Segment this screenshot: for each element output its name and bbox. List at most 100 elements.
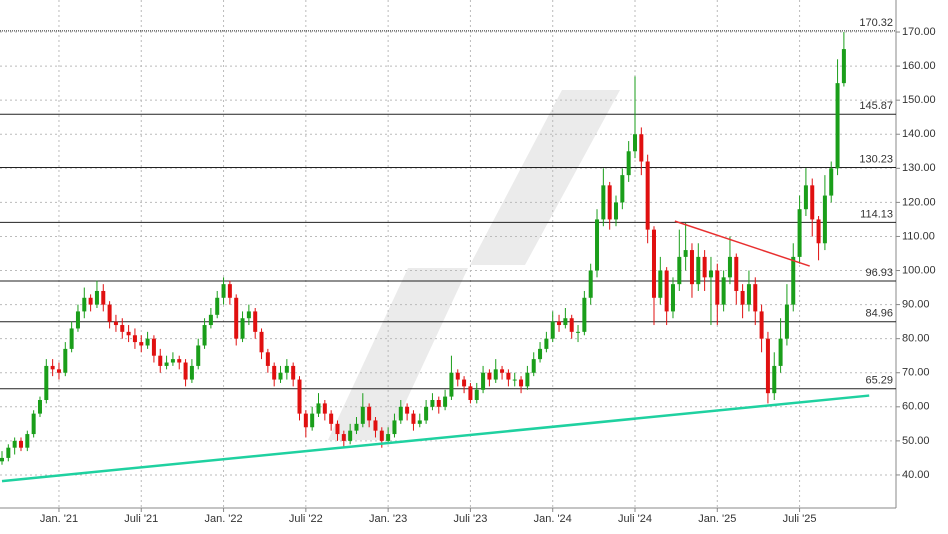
candle-body: [183, 362, 188, 380]
candle-body: [670, 284, 675, 312]
candle-body: [639, 134, 644, 162]
x-tick-label: Juli '24: [618, 513, 652, 525]
y-tick-label: 120.00: [902, 196, 936, 208]
x-tick-label: Juli '23: [453, 513, 487, 525]
candle-body: [107, 304, 112, 322]
watermark-shape: [470, 90, 620, 265]
candle-body: [82, 297, 87, 312]
candle-body: [132, 335, 137, 343]
candle-body: [772, 365, 777, 394]
candle-body: [791, 256, 796, 305]
candle-body: [784, 304, 789, 339]
candle-body: [31, 413, 36, 435]
candle-body: [177, 359, 182, 363]
candle-body: [37, 399, 42, 414]
candle-body: [94, 290, 99, 305]
candle-body: [354, 423, 359, 431]
price-level-label: 84.96: [865, 308, 893, 320]
candle-body: [341, 434, 346, 441]
candle-body: [63, 348, 68, 373]
candle-body: [145, 338, 150, 346]
y-tick-label: 60.00: [902, 401, 930, 413]
candle-body: [455, 372, 460, 380]
y-tick-label: 90.00: [902, 299, 930, 311]
candle-body: [563, 318, 568, 326]
candle-body: [189, 365, 194, 380]
y-tick-label: 40.00: [902, 469, 930, 481]
candle-body: [759, 311, 764, 339]
candle-body: [120, 325, 125, 332]
price-level-label: 170.32: [859, 17, 893, 29]
candle-body: [386, 434, 391, 441]
candle-body: [417, 420, 422, 424]
price-level-label: 65.29: [865, 375, 893, 387]
candle-body: [614, 202, 619, 220]
candle-body: [677, 256, 682, 285]
candle-body: [715, 270, 720, 305]
candle-body: [6, 447, 11, 458]
trendline: [1, 394, 870, 483]
candle-body: [633, 134, 637, 152]
candle-body: [25, 434, 30, 448]
y-tick-label: 160.00: [902, 60, 936, 72]
candle-body: [75, 311, 80, 329]
x-tick-label: Jan. '24: [534, 513, 572, 525]
candle-body: [126, 331, 131, 336]
candle-body: [221, 284, 226, 298]
candle-body: [645, 161, 650, 230]
candle-body: [259, 331, 264, 353]
candle-body: [525, 372, 530, 387]
candle-body: [272, 365, 277, 380]
x-tick-label: Jan. '22: [204, 513, 242, 525]
candle-body: [170, 359, 175, 363]
candle-body: [449, 372, 454, 397]
candle-body: [544, 338, 549, 349]
candle-body: [506, 372, 511, 380]
candle-body: [493, 369, 498, 380]
candle-body: [588, 270, 593, 298]
candle-body: [582, 297, 587, 332]
y-tick-label: 110.00: [902, 230, 935, 242]
candle-body: [113, 321, 118, 326]
candle-body: [284, 365, 289, 373]
candle-body: [841, 49, 846, 84]
candle-body: [367, 406, 372, 421]
x-tick-label: Juli '22: [289, 513, 323, 525]
candle-body: [538, 348, 543, 360]
candle-body: [803, 185, 808, 210]
candle-body: [519, 379, 524, 387]
y-tick-label: 140.00: [902, 128, 936, 140]
candle-body: [753, 284, 758, 312]
y-tick-label: 80.00: [902, 333, 930, 345]
candle-body: [88, 297, 93, 305]
candle-body: [240, 318, 245, 339]
candle-body: [576, 331, 581, 333]
candle-body: [626, 151, 631, 176]
candle-body: [12, 440, 17, 448]
candle-body: [139, 342, 144, 346]
x-tick-label: Jan. '21: [40, 513, 78, 525]
candle-body: [202, 325, 207, 346]
candle-body: [658, 270, 663, 298]
candle-body: [44, 365, 49, 400]
candle-body: [246, 311, 251, 319]
candle-body: [696, 256, 701, 285]
candle-body: [303, 413, 308, 428]
candle-body: [481, 372, 486, 390]
candle-body: [468, 386, 473, 400]
y-tick-label: 150.00: [902, 94, 936, 106]
candle-body: [569, 318, 574, 332]
candle-body: [557, 321, 562, 326]
candle-body: [164, 362, 169, 366]
x-tick-label: Jan. '23: [369, 513, 407, 525]
x-tick-label: Juli '21: [124, 513, 158, 525]
candle-body: [196, 345, 201, 366]
x-tick-label: Jan. '25: [698, 513, 736, 525]
candle-body: [550, 321, 555, 339]
candle-body: [392, 420, 397, 435]
candle-body: [265, 352, 270, 366]
candle-body: [651, 229, 656, 298]
candle-body: [360, 406, 365, 424]
candle-body: [430, 399, 435, 407]
